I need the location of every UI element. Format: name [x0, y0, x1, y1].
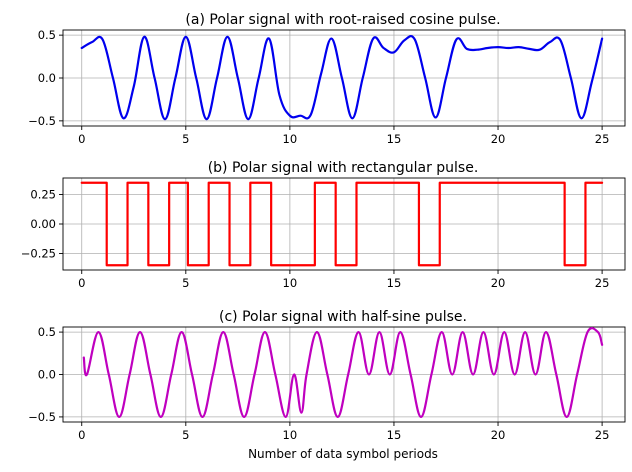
ytick-label-a-1: 0.0 [38, 71, 56, 85]
xtick-label-a-0: 0 [78, 132, 85, 146]
grid-b [63, 178, 625, 270]
xtick-label-b-2: 10 [283, 276, 298, 290]
xtick-label-b-0: 0 [78, 276, 85, 290]
xtick-label-b-4: 20 [491, 276, 506, 290]
ytick-label-c-0: 0.5 [38, 325, 56, 339]
xtick-label-c-5: 25 [595, 428, 610, 442]
series-c-line [82, 327, 604, 419]
xtick-label-a-4: 20 [491, 132, 506, 146]
xtick-label-c-1: 5 [182, 428, 189, 442]
xtick-label-b-3: 15 [387, 276, 402, 290]
xtick-label-c-0: 0 [78, 428, 85, 442]
ytick-label-a-0: 0.5 [38, 28, 56, 42]
xtick-label-c-4: 20 [491, 428, 506, 442]
subplot-a: (a) Polar signal with root-raised cosine… [28, 12, 626, 146]
grid-c [63, 327, 625, 422]
ytick-label-b-1: 0.00 [30, 217, 56, 231]
x-axis-label: Number of data symbol periods [248, 447, 438, 461]
subplot-c: (c) Polar signal with half-sine pulse. 0… [28, 309, 626, 461]
xtick-label-a-3: 15 [387, 132, 402, 146]
ticks-c: 0 5 10 15 20 25 0.5 0.0 −0.5 [28, 325, 609, 442]
xtick-label-a-2: 10 [283, 132, 298, 146]
ticks-a: 0 5 10 15 20 25 0.5 0.0 −0.5 [28, 28, 609, 146]
ytick-label-a-2: −0.5 [28, 114, 56, 128]
series-a-line [80, 35, 604, 121]
ytick-label-c-2: −0.5 [28, 410, 56, 424]
ticks-b: 0 5 10 15 20 25 0.25 0.00 −0.25 [21, 188, 610, 290]
series-b-line [80, 181, 604, 267]
xtick-label-b-1: 5 [182, 276, 189, 290]
ytick-label-b-2: −0.25 [21, 246, 56, 260]
xtick-label-c-3: 15 [387, 428, 402, 442]
grid-a [63, 30, 625, 126]
title-b: (b) Polar signal with rectangular pulse. [208, 160, 479, 176]
xtick-label-b-5: 25 [595, 276, 610, 290]
subplot-b: (b) Polar signal with rectangular pulse.… [21, 160, 626, 290]
ytick-label-b-0: 0.25 [30, 188, 56, 202]
xtick-label-c-2: 10 [283, 428, 298, 442]
xtick-label-a-1: 5 [182, 132, 189, 146]
ytick-label-c-1: 0.0 [38, 368, 56, 382]
title-a: (a) Polar signal with root-raised cosine… [185, 12, 500, 28]
xtick-label-a-5: 25 [595, 132, 610, 146]
title-c: (c) Polar signal with half-sine pulse. [219, 309, 467, 325]
